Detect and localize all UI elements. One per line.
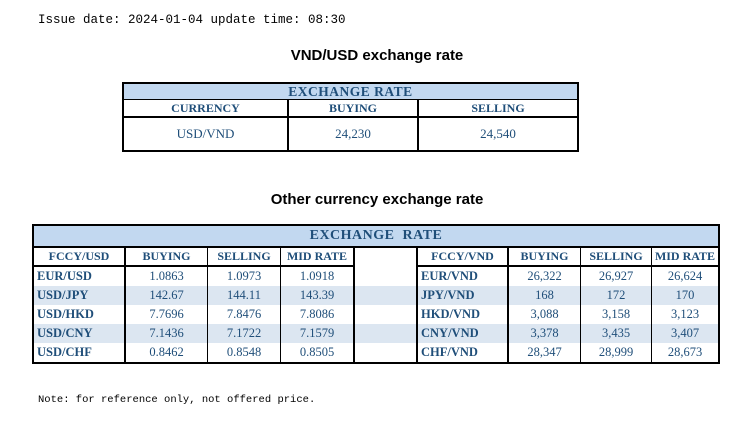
column-header-currency: CURRENCY <box>124 100 289 118</box>
currency-pair-label: USD/JPY <box>34 286 126 305</box>
column-header-midrate-right: MID RATE <box>652 248 718 267</box>
mid-rate-cell: 1.0918 <box>281 267 355 286</box>
column-header-selling-right: SELLING <box>581 248 652 267</box>
usd-vnd-rate-table: EXCHANGE RATE CURRENCY BUYING SELLING US… <box>122 82 579 152</box>
selling-rate-cell: 7.8476 <box>208 305 281 324</box>
note-line: Note: for reference only, not offered pr… <box>38 394 316 406</box>
spacer-cell <box>355 343 418 362</box>
column-header-fccy-usd: FCCY/USD <box>34 248 126 267</box>
mid-rate-cell: 28,673 <box>652 343 718 362</box>
currency-pair-label: USD/HKD <box>34 305 126 324</box>
column-header-buying-right: BUYING <box>509 248 581 267</box>
mid-rate-cell: 143.39 <box>281 286 355 305</box>
selling-rate-cell: 3,435 <box>581 324 652 343</box>
currency-pair-label: USD/CNY <box>34 324 126 343</box>
column-header-buying-left: BUYING <box>126 248 208 267</box>
currency-pair-label: JPY/VND <box>418 286 509 305</box>
selling-rate-cell: 172 <box>581 286 652 305</box>
currency-pair-label: CNY/VND <box>418 324 509 343</box>
selling-rate-cell: 144.11 <box>208 286 281 305</box>
currency-pair-label: EUR/VND <box>418 267 509 286</box>
mid-rate-cell: 7.8086 <box>281 305 355 324</box>
currency-pair-label: CHF/VND <box>418 343 509 362</box>
spacer-cell <box>355 324 418 343</box>
currency-pair-label: HKD/VND <box>418 305 509 324</box>
spacer-header-cell <box>355 248 418 267</box>
spacer-cell <box>355 267 418 286</box>
selling-rate-cell: 7.1722 <box>208 324 281 343</box>
other-currency-rate-table: EXCHANGE RATE FCCY/USD BUYING SELLING MI… <box>32 224 720 364</box>
column-header-selling: SELLING <box>419 100 577 118</box>
currency-pair-label: EUR/USD <box>34 267 126 286</box>
mid-rate-cell: 170 <box>652 286 718 305</box>
mid-rate-cell: 26,624 <box>652 267 718 286</box>
issue-date-line: Issue date: 2024-01-04 update time: 08:3… <box>38 13 346 27</box>
column-header-midrate-left: MID RATE <box>281 248 355 267</box>
currency-pair-cell: USD/VND <box>124 118 289 150</box>
table1-title: VND/USD exchange rate <box>290 47 464 64</box>
buying-rate-cell: 3,088 <box>509 305 581 324</box>
selling-rate-cell: 0.8548 <box>208 343 281 362</box>
buying-rate-cell: 0.8462 <box>126 343 208 362</box>
buying-rate-cell: 1.0863 <box>126 267 208 286</box>
buying-rate-cell: 7.7696 <box>126 305 208 324</box>
mid-rate-cell: 0.8505 <box>281 343 355 362</box>
table1-band-header: EXCHANGE RATE <box>124 84 577 100</box>
column-header-buying: BUYING <box>289 100 419 118</box>
mid-rate-cell: 7.1579 <box>281 324 355 343</box>
buying-rate-cell: 168 <box>509 286 581 305</box>
column-header-selling-left: SELLING <box>208 248 281 267</box>
selling-rate-cell: 26,927 <box>581 267 652 286</box>
currency-pair-label: USD/CHF <box>34 343 126 362</box>
table2-band-header: EXCHANGE RATE <box>34 226 718 248</box>
spacer-cell <box>355 286 418 305</box>
selling-rate-cell: 24,540 <box>419 118 577 150</box>
selling-rate-cell: 1.0973 <box>208 267 281 286</box>
buying-rate-cell: 3,378 <box>509 324 581 343</box>
mid-rate-cell: 3,407 <box>652 324 718 343</box>
buying-rate-cell: 142.67 <box>126 286 208 305</box>
buying-rate-cell: 26,322 <box>509 267 581 286</box>
buying-rate-cell: 28,347 <box>509 343 581 362</box>
spacer-cell <box>355 305 418 324</box>
table2-title: Other currency exchange rate <box>270 191 484 208</box>
buying-rate-cell: 7.1436 <box>126 324 208 343</box>
selling-rate-cell: 3,158 <box>581 305 652 324</box>
mid-rate-cell: 3,123 <box>652 305 718 324</box>
selling-rate-cell: 28,999 <box>581 343 652 362</box>
buying-rate-cell: 24,230 <box>289 118 419 150</box>
column-header-fccy-vnd: FCCY/VND <box>418 248 509 267</box>
